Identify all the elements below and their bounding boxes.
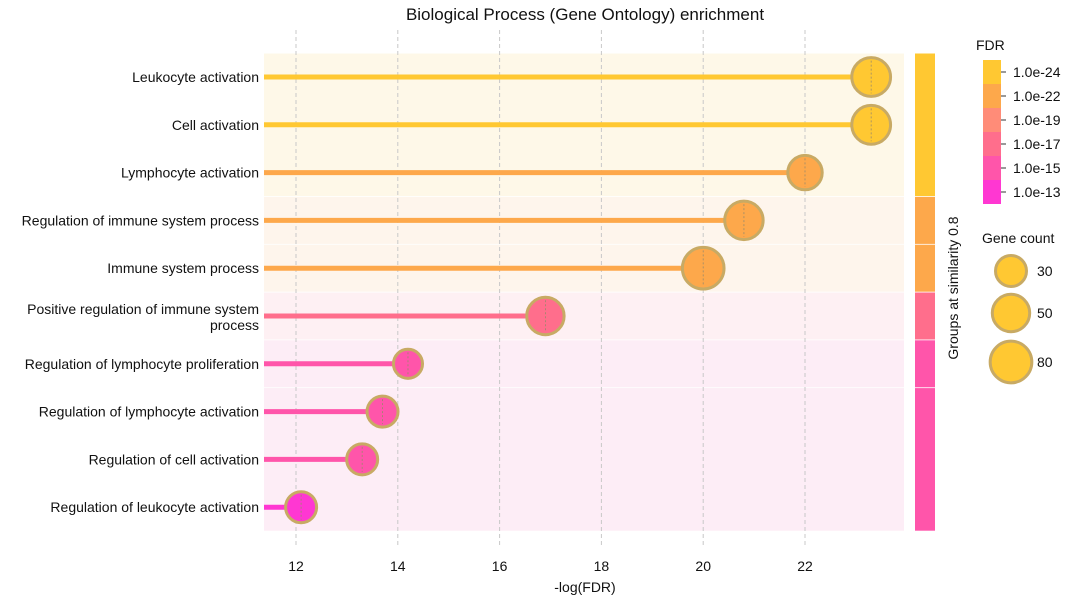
gene-count-legend: Gene count 30 50 80 xyxy=(982,230,1054,385)
fdr-legend-swatch xyxy=(983,84,1001,108)
category-labels: Leukocyte activation Cell activation Lymph… xyxy=(22,69,259,515)
fdr-legend-label: 1.0e-19 xyxy=(1013,112,1061,128)
x-tick-label: 22 xyxy=(797,558,813,574)
x-axis-label: -log(FDR) xyxy=(554,579,615,595)
group-bar-segment xyxy=(915,340,935,388)
gene-count-legend-label: 80 xyxy=(1037,354,1053,370)
fdr-legend-swatch xyxy=(983,132,1001,156)
lollipop-point xyxy=(525,295,566,337)
x-tick-label: 14 xyxy=(390,558,406,574)
gene-count-legend-marker xyxy=(994,254,1028,288)
lollipop-point xyxy=(786,153,824,192)
category-label: Leukocyte activation xyxy=(132,69,259,85)
lollipop-point xyxy=(391,347,425,380)
category-label: Lymphocyte activation xyxy=(121,165,259,181)
fdr-legend-swatch xyxy=(983,156,1001,180)
category-label: Regulation of lymphocyte proliferation xyxy=(25,356,259,372)
group-bar-segment xyxy=(915,292,935,340)
x-tick-labels: 12 14 16 18 20 22 xyxy=(288,558,813,574)
fdr-legend-label: 1.0e-13 xyxy=(1013,184,1061,200)
fdr-legend-label: 1.0e-24 xyxy=(1013,64,1061,80)
lollipop-points xyxy=(284,56,893,525)
gene-count-legend-title: Gene count xyxy=(982,230,1054,246)
gene-count-legend-label: 30 xyxy=(1037,263,1053,279)
category-label: Positive regulation of immune system proc… xyxy=(27,301,259,333)
group-bar-segment xyxy=(915,388,935,531)
category-label: Cell activation xyxy=(172,117,259,133)
group-bar-segment xyxy=(915,244,935,292)
category-label: Immune system process xyxy=(107,260,259,276)
category-label: Regulation of cell activation xyxy=(89,451,259,467)
chart-title: Biological Process (Gene Ontology) enric… xyxy=(406,5,764,24)
fdr-legend-swatch xyxy=(983,60,1001,84)
x-tick-label: 16 xyxy=(492,558,508,574)
fdr-legend-label: 1.0e-17 xyxy=(1013,136,1061,152)
x-tick-label: 18 xyxy=(594,558,610,574)
category-label: Regulation of lymphocyte activation xyxy=(39,404,259,420)
fdr-legend-label: 1.0e-15 xyxy=(1013,160,1061,176)
category-label: Regulation of immune system process xyxy=(22,212,259,228)
x-tick-label: 20 xyxy=(695,558,711,574)
gene-count-legend-label: 50 xyxy=(1037,305,1053,321)
gene-count-legend-marker xyxy=(988,339,1034,385)
x-tick-label: 12 xyxy=(288,558,304,574)
fdr-legend-title: FDR xyxy=(976,37,1005,53)
group-bar-segment xyxy=(915,53,935,197)
group-bar xyxy=(915,53,935,531)
group-axis-label: Groups at similarity 0.8 xyxy=(945,216,961,359)
lollipop-stems xyxy=(264,74,872,510)
group-bar-segment xyxy=(915,196,935,244)
fdr-legend: FDR 1.0e-24 1.0e-22 1.0e-19 1.0e-17 1.0e-15 1… xyxy=(976,37,1061,204)
gene-count-legend-marker xyxy=(990,292,1032,334)
fdr-legend-swatch xyxy=(983,180,1001,204)
fdr-legend-label: 1.0e-22 xyxy=(1013,88,1061,104)
category-label: Regulation of leukocyte activation xyxy=(50,499,259,515)
fdr-legend-swatch xyxy=(983,108,1001,132)
